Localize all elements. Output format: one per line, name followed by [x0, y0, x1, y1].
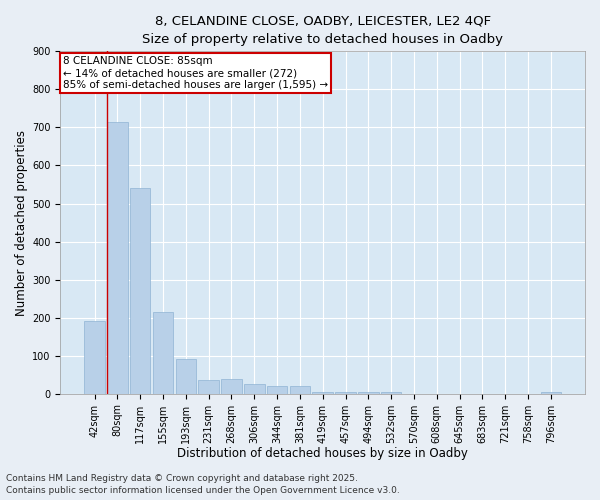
Bar [290, 386, 310, 394]
Bar [358, 392, 379, 394]
Bar [267, 386, 287, 394]
Bar [84, 322, 105, 394]
Bar [130, 188, 151, 394]
Bar [541, 392, 561, 394]
Bar [152, 312, 173, 394]
Text: Contains HM Land Registry data © Crown copyright and database right 2025.
Contai: Contains HM Land Registry data © Crown c… [6, 474, 400, 495]
Bar [107, 122, 128, 394]
Text: 8 CELANDINE CLOSE: 85sqm
← 14% of detached houses are smaller (272)
85% of semi-: 8 CELANDINE CLOSE: 85sqm ← 14% of detach… [63, 56, 328, 90]
X-axis label: Distribution of detached houses by size in Oadby: Distribution of detached houses by size … [177, 447, 468, 460]
Bar [381, 392, 401, 394]
Bar [335, 392, 356, 394]
Bar [221, 378, 242, 394]
Y-axis label: Number of detached properties: Number of detached properties [15, 130, 28, 316]
Bar [176, 360, 196, 394]
Title: 8, CELANDINE CLOSE, OADBY, LEICESTER, LE2 4QF
Size of property relative to detac: 8, CELANDINE CLOSE, OADBY, LEICESTER, LE… [142, 15, 503, 46]
Bar [313, 392, 333, 394]
Bar [199, 380, 219, 394]
Bar [244, 384, 265, 394]
